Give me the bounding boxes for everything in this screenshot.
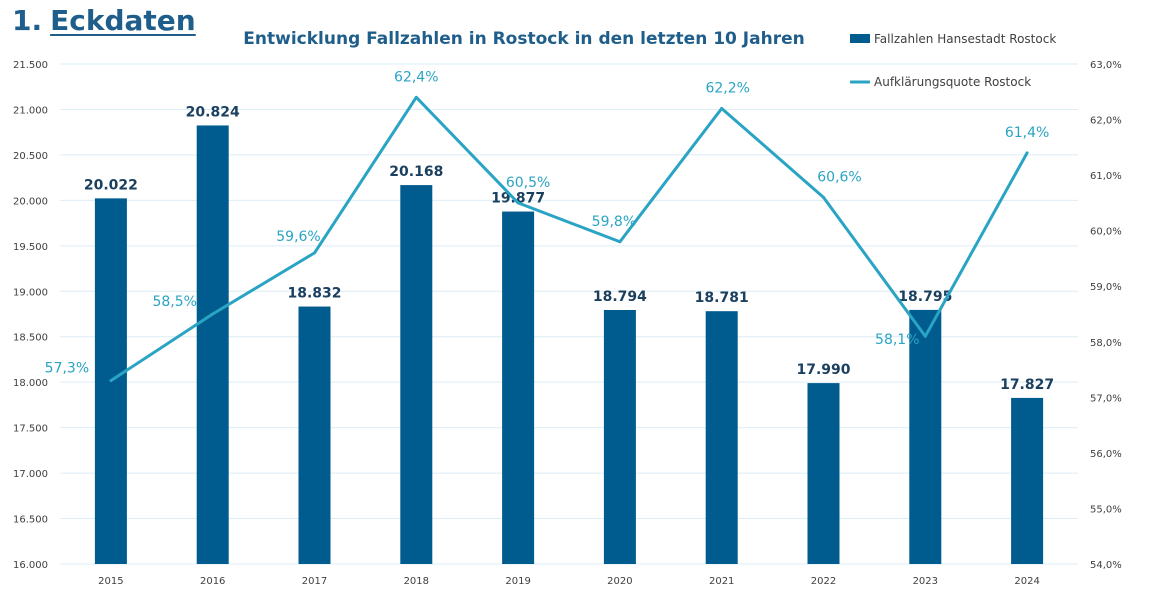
- legend-swatch-bars: [850, 34, 870, 43]
- left-axis: 16.000 16.500 17.000 17.500 18.000 18.500 19.0…: [13, 60, 48, 571]
- right-tick-label: 58,0%: [1090, 338, 1122, 349]
- bar-value-label: 20.022: [84, 177, 138, 193]
- left-tick-label: 19.500: [13, 242, 48, 253]
- right-tick-label: 61,0%: [1090, 171, 1122, 182]
- left-tick-label: 16.000: [13, 560, 48, 571]
- bar: [400, 185, 433, 564]
- bar-value-label: 18.795: [898, 289, 952, 305]
- left-tick-label: 20.500: [13, 151, 48, 162]
- line-point: [313, 251, 316, 255]
- bar: [909, 309, 942, 564]
- bar-value-label: 18.794: [593, 289, 647, 305]
- line-value-label: 59,8%: [592, 214, 636, 230]
- x-axis: 2015 2016 2017 2018 2019 2020 2021 2022 2023 2024: [98, 576, 1040, 587]
- right-axis: 54,0% 55,0% 56,0% 57,0% 58,0% 59,0% 60,0% 61,0%…: [1090, 60, 1122, 571]
- x-tick-label: 2015: [98, 576, 123, 587]
- section-number: 1.: [12, 4, 43, 37]
- left-tick-label: 21.000: [13, 105, 48, 116]
- line-path: [110, 95, 1029, 382]
- bar-value-label: 20.168: [389, 164, 443, 180]
- left-tick-label: 20.000: [13, 196, 48, 207]
- x-tick-label: 2023: [913, 576, 938, 587]
- x-tick-label: 2018: [404, 576, 429, 587]
- bar-value-label: 19.877: [491, 191, 545, 207]
- x-tick-label: 2016: [200, 576, 225, 587]
- line-data-labels: 57,3% 58,5% 59,6% 62,4% 60,5% 59,8% 62,2% 60,6%…: [45, 69, 1050, 376]
- line-point: [109, 379, 113, 383]
- left-tick-label: 17.000: [13, 469, 48, 480]
- x-tick-label: 2024: [1014, 576, 1039, 587]
- line-series: [109, 95, 1029, 383]
- line-point: [516, 201, 520, 205]
- left-tick-label: 18.000: [13, 378, 48, 389]
- line-point: [923, 334, 927, 338]
- left-tick-label: 17.500: [13, 424, 48, 435]
- line-value-label: 58,1%: [875, 332, 919, 348]
- right-tick-label: 54,0%: [1090, 560, 1122, 571]
- legend: Fallzahlen Hansestadt Rostock Aufklärung…: [850, 32, 1056, 89]
- x-tick-label: 2017: [302, 576, 327, 587]
- line-value-label: 62,2%: [705, 80, 749, 96]
- section-heading: 1. Eckdaten: [12, 4, 196, 37]
- line-value-label: 58,5%: [152, 294, 196, 310]
- line-value-label: 59,6%: [276, 229, 320, 245]
- grid-lines: [60, 63, 1078, 565]
- x-tick-label: 2021: [709, 576, 734, 587]
- right-tick-label: 63,0%: [1090, 60, 1122, 71]
- chart-title: Entwicklung Fallzahlen in Rostock in den…: [243, 29, 804, 49]
- x-tick-label: 2020: [607, 576, 632, 587]
- line-point: [720, 106, 724, 110]
- left-tick-label: 18.500: [13, 333, 48, 344]
- bar: [298, 306, 331, 564]
- x-tick-label: 2022: [811, 576, 836, 587]
- right-tick-label: 55,0%: [1090, 504, 1122, 515]
- line-point: [1025, 151, 1029, 155]
- bar-value-label: 20.824: [186, 104, 240, 120]
- bar-value-label: 18.781: [695, 290, 749, 306]
- bar: [705, 311, 738, 564]
- line-point: [414, 95, 418, 99]
- line-value-label: 57,3%: [45, 361, 89, 377]
- bar: [502, 211, 535, 564]
- bar: [603, 310, 636, 564]
- right-tick-label: 56,0%: [1090, 449, 1122, 460]
- bar-data-labels: 20.022 20.824 18.832 20.168 19.877 18.794 18.7…: [84, 104, 1054, 392]
- line-point: [618, 240, 622, 244]
- line-value-label: 61,4%: [1005, 125, 1049, 141]
- left-tick-label: 16.500: [13, 515, 48, 526]
- left-tick-label: 19.000: [13, 287, 48, 298]
- x-tick-label: 2019: [505, 576, 530, 587]
- section-title: Eckdaten: [50, 4, 196, 37]
- right-tick-label: 62,0%: [1090, 116, 1122, 127]
- right-tick-label: 59,0%: [1090, 282, 1122, 293]
- bar-value-label: 17.990: [796, 362, 850, 378]
- bar: [1011, 397, 1044, 564]
- line-value-label: 62,4%: [394, 69, 438, 85]
- line-value-label: 60,6%: [817, 169, 861, 185]
- legend-label-line: Aufklärungsquote Rostock: [874, 75, 1031, 89]
- bar-value-label: 18.832: [287, 286, 341, 302]
- bar: [196, 125, 229, 565]
- bar-value-label: 17.827: [1000, 377, 1054, 393]
- right-tick-label: 60,0%: [1090, 227, 1122, 238]
- bar: [807, 383, 840, 564]
- line-point: [211, 312, 215, 316]
- legend-label-bars: Fallzahlen Hansestadt Rostock: [874, 32, 1056, 46]
- right-tick-label: 57,0%: [1090, 393, 1122, 404]
- left-tick-label: 21.500: [13, 60, 48, 71]
- line-point: [822, 195, 825, 199]
- line-value-label: 60,5%: [506, 175, 550, 191]
- bar-series: [94, 125, 1044, 565]
